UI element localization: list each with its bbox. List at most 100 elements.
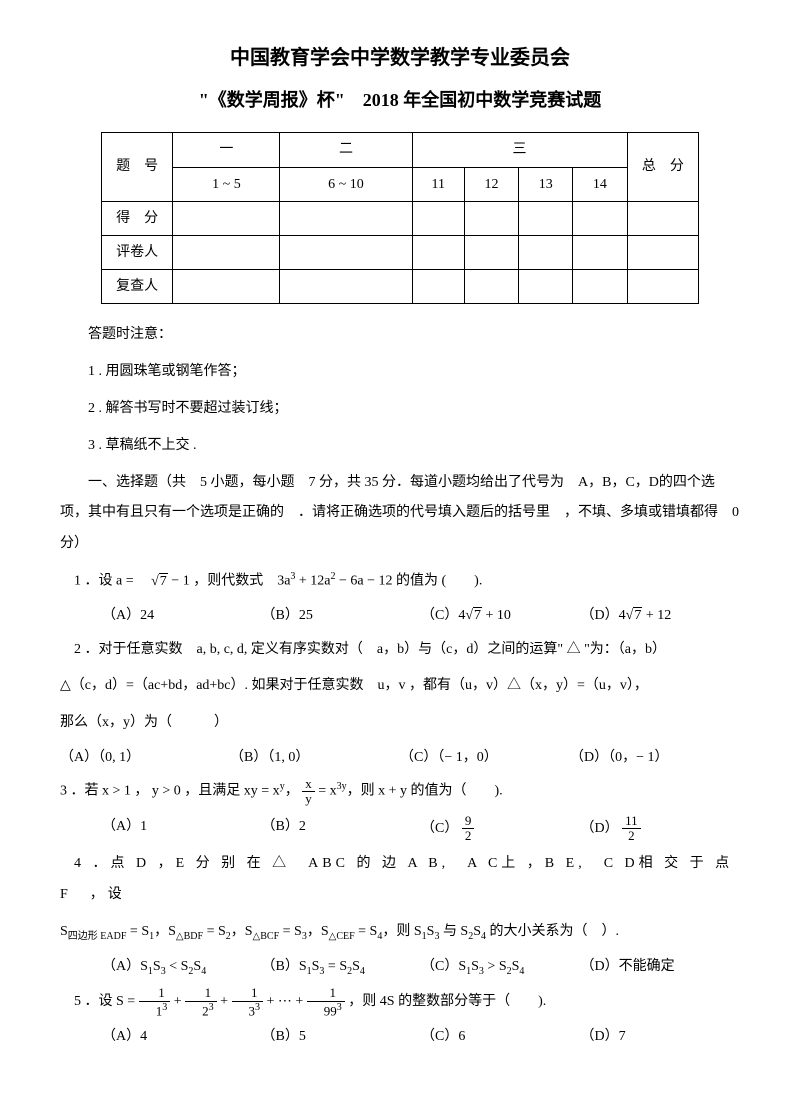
option-a: （A）1 — [102, 814, 262, 844]
sqrt-icon: 7 — [137, 567, 168, 598]
q2-line1: 2 ．对于任意实数 a, b, c, d, 定义有序实数对（ a，b）与（c，d… — [74, 642, 666, 657]
q2-options: （A）（0, 1） （B）（1, 0） （C）（− 1，0） （D）（0，− 1… — [60, 745, 740, 770]
q5-options: （A）4 （B）5 （C）6 （D）7 — [60, 1024, 740, 1049]
option-b: （B）25 — [262, 603, 422, 628]
option-d: （D）不能确定 — [581, 954, 741, 981]
q3-stem-a: 3 ．若 x > 1 ， y > 0 ，且满足 xy = x — [60, 784, 280, 799]
option-c: （C）S1S3 > S2S4 — [421, 954, 581, 981]
sqrt-arg: 7 — [633, 607, 642, 623]
opt-d-label: （D） — [581, 821, 619, 836]
t: ，则 S — [382, 924, 421, 939]
question-3: 3 ．若 x > 1 ， y > 0 ，且满足 xy = xy， xy = x3… — [60, 776, 740, 807]
cube: 3 — [209, 1002, 214, 1013]
frac-num: 1 — [139, 986, 171, 1000]
sqrt-arg: 7 — [159, 573, 168, 589]
t: < S — [166, 959, 189, 974]
sub: 四边形 EADF — [68, 931, 127, 942]
q2-line3: 那么（x，y）为（ ） — [60, 708, 740, 739]
sqrt-arg: 7 — [473, 607, 482, 623]
row-label: 复查人 — [101, 270, 173, 304]
option-c: （C）（− 1，0） — [400, 745, 570, 770]
sub: △CEF — [329, 931, 355, 942]
option-c: （C）47 + 10 — [421, 603, 581, 628]
fraction: 92 — [462, 814, 475, 844]
plus: + — [220, 995, 231, 1010]
sub: △BCF — [253, 931, 280, 942]
q2-line2: △（c，d）=（ac+bd，ad+bc）. 如果对于任意实数 u，v ，都有（u… — [60, 671, 740, 702]
row-label: 得 分 — [101, 201, 173, 235]
opt-c-a: （C）4 — [421, 608, 465, 623]
section-1-intro: 一、选择题（共 5 小题，每小题 7 分，共 35 分．每道小题均给出了代号为 … — [60, 468, 740, 560]
opt-d-b: + 12 — [642, 608, 671, 623]
t: > S — [484, 959, 507, 974]
sub: 4 — [519, 965, 524, 976]
question-1: 1 ．设 a = 7 − 1 ，则代数式 3a3 + 12a2 − 6a − 1… — [60, 566, 740, 597]
frac-num: x — [302, 777, 315, 791]
option-a: （A）（0, 1） — [60, 745, 230, 770]
frac-den: 2 — [462, 828, 475, 843]
t: = S — [126, 924, 149, 939]
t: S — [153, 959, 161, 974]
frac-den: 993 — [307, 1001, 345, 1019]
option-b: （B）5 — [262, 1024, 422, 1049]
question-5: 5 ．设 S = 113 + 123 + 133 + ⋯ + 1993 ，则 4… — [60, 986, 740, 1018]
frac-num: 11 — [622, 814, 641, 828]
option-c: （C） 92 — [421, 814, 581, 844]
frac-num: 9 — [462, 814, 475, 828]
frac-den: 2 — [622, 828, 641, 843]
table-row: 评卷人 — [101, 235, 698, 269]
note-item: 1 . 用圆珠笔或钢笔作答； — [60, 357, 740, 388]
fraction: 112 — [622, 814, 641, 844]
q3-stem-d: ，则 x + y 的值为（ ). — [347, 784, 503, 799]
cube: 3 — [337, 1002, 342, 1013]
t: （C）S — [421, 959, 466, 974]
score-r14: 14 — [573, 167, 627, 201]
t: S — [60, 924, 68, 939]
option-d: （D） 112 — [581, 814, 741, 844]
q3-stem-b: ， — [285, 784, 299, 799]
score-r1: 1 ~ 5 — [173, 167, 280, 201]
t: 的大小关系为（ ）. — [486, 924, 619, 939]
option-d: （D）47 + 12 — [581, 603, 741, 628]
frac-num: 1 — [232, 986, 264, 1000]
page-title-2: "《数学周报》杯" 2018 年全国初中数学竞赛试题 — [60, 84, 740, 116]
question-2: 2 ．对于任意实数 a, b, c, d, 定义有序实数对（ a，b）与（c，d… — [60, 635, 740, 666]
cube: 3 — [255, 1002, 260, 1013]
note-item: 3 . 草稿纸不上交 . — [60, 431, 740, 462]
option-b: （B）S1S3 = S2S4 — [262, 954, 422, 981]
opt-c-label: （C） — [421, 821, 458, 836]
score-r12: 12 — [464, 167, 518, 201]
t: = S — [279, 924, 302, 939]
t: （A）S — [102, 959, 148, 974]
score-header-two: 二 — [280, 133, 412, 167]
option-a: （A）4 — [102, 1024, 262, 1049]
page-title-1: 中国教育学会中学数学教学专业委员会 — [60, 40, 740, 76]
fraction: 133 — [232, 986, 264, 1018]
q1-stem-a: 1 ．设 a = — [74, 574, 137, 589]
fraction: xy — [302, 777, 315, 807]
t: = S — [203, 924, 226, 939]
fraction: 113 — [139, 986, 171, 1018]
option-d: （D）7 — [581, 1024, 741, 1049]
option-c: （C）6 — [421, 1024, 581, 1049]
row-label: 评卷人 — [101, 235, 173, 269]
sqrt-icon: 7 — [465, 603, 482, 628]
option-b: （B）2 — [262, 814, 422, 844]
frac-den: 23 — [185, 1001, 217, 1019]
option-d: （D）（0，− 1） — [570, 745, 740, 770]
score-header-total: 总 分 — [627, 133, 699, 201]
option-b: （B）（1, 0） — [230, 745, 400, 770]
t: S — [471, 959, 479, 974]
plus: + — [174, 995, 185, 1010]
note-item: 2 . 解答书写时不要超过装订线； — [60, 394, 740, 425]
fraction: 1993 — [307, 986, 345, 1018]
b: 99 — [324, 1003, 337, 1018]
notes-head: 答题时注意： — [60, 320, 740, 351]
question-4-line1: 4 ．点 D ，E 分 别 在 △ ABC 的 边 A B, A C上 ，B E… — [60, 849, 740, 911]
t: ，S — [231, 924, 253, 939]
t: S — [352, 959, 360, 974]
score-header-col0: 题 号 — [101, 133, 173, 201]
frac-num: 1 — [185, 986, 217, 1000]
table-row: 复查人 — [101, 270, 698, 304]
option-a: （A）24 — [102, 603, 262, 628]
